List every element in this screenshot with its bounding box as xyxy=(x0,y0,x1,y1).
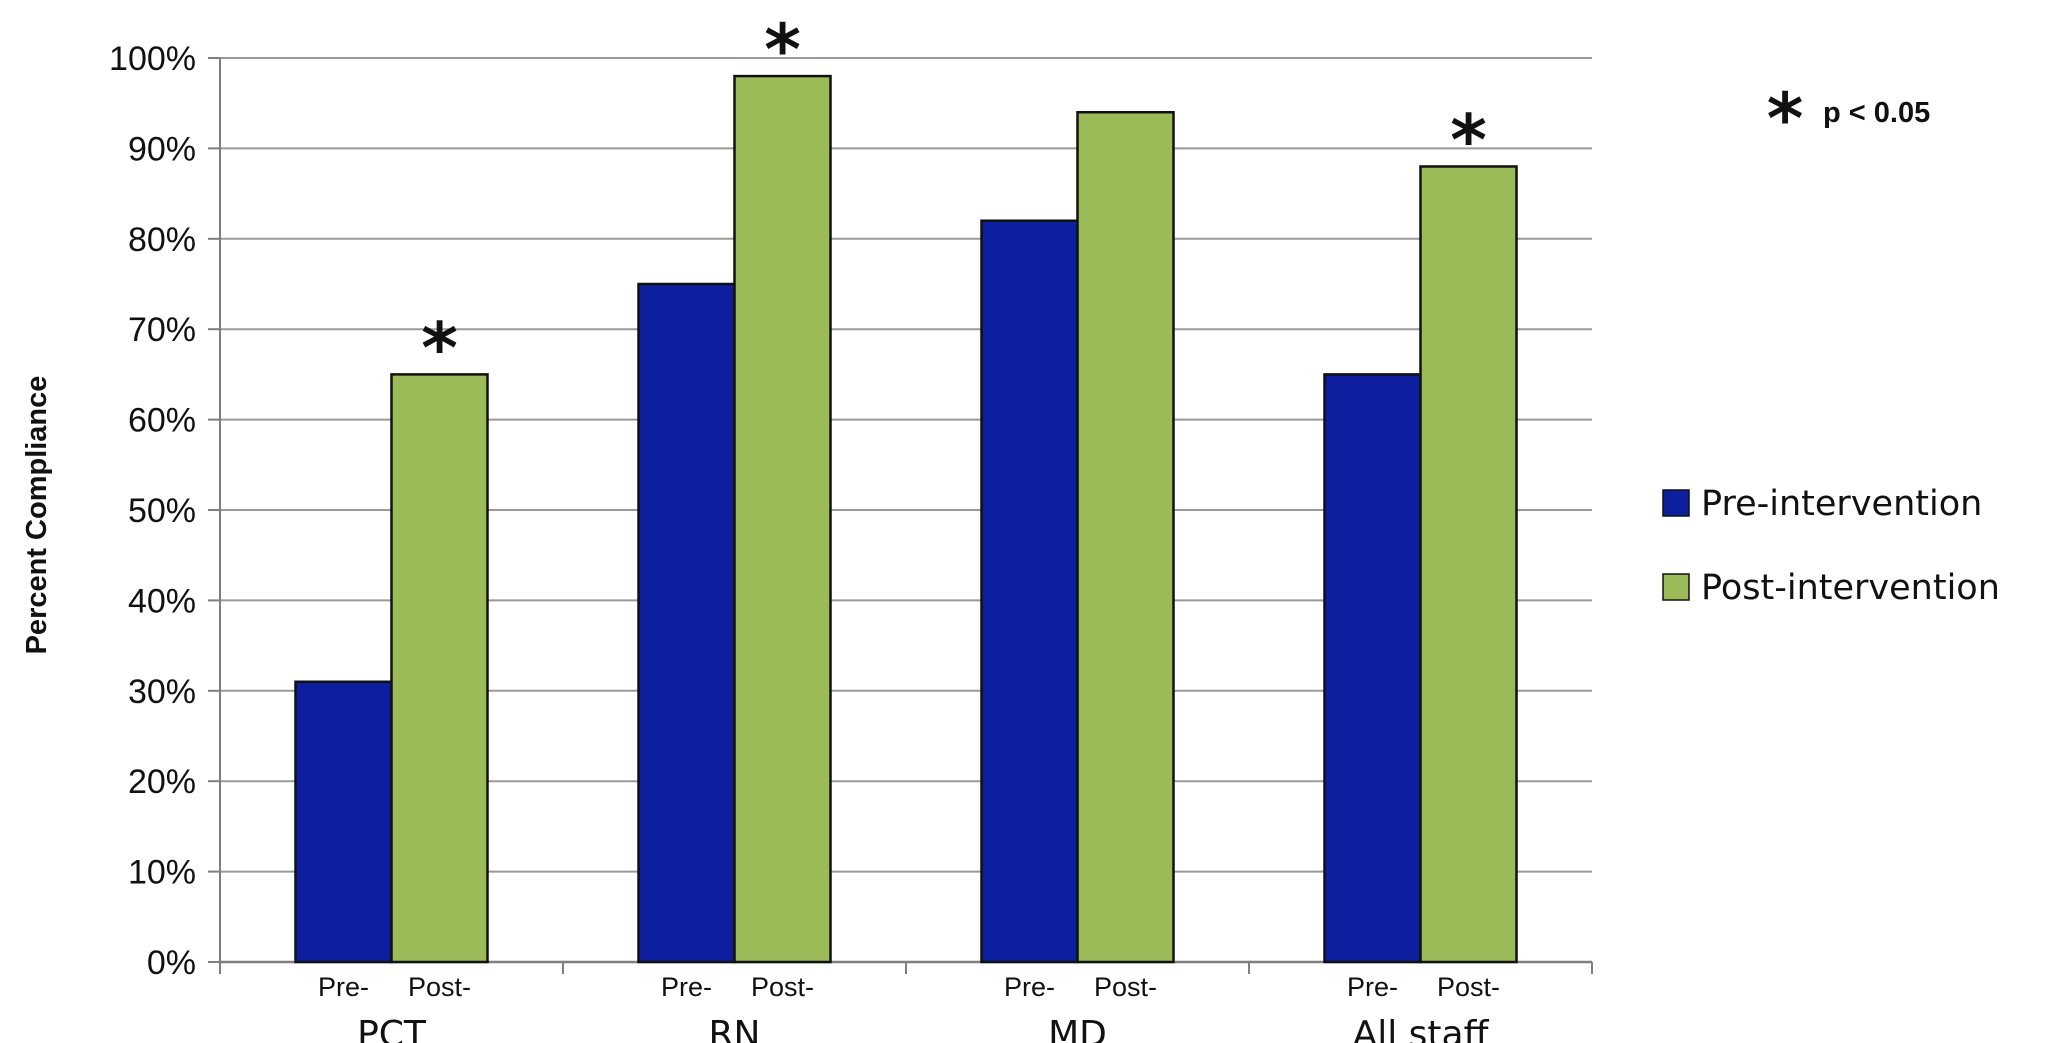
legend-label: Pre-intervention xyxy=(1701,484,1982,524)
bar-sublabel: Pre- xyxy=(1004,972,1055,1002)
x-axis: Pre- Post- PCT Pre- Post- RN Pre- Post- MD Pre- Po… xyxy=(219,962,1593,1043)
y-tick-label: 70% xyxy=(128,311,196,349)
y-tick-label: 30% xyxy=(128,673,196,711)
legend-swatch xyxy=(1662,489,1690,517)
bar-post xyxy=(390,373,489,964)
significance-note-marker: * xyxy=(1767,78,1804,160)
bar-sublabel: Pre- xyxy=(661,972,712,1002)
significance-note: * p < 0.05 xyxy=(1767,78,1931,160)
bar-post xyxy=(1419,165,1518,964)
significance-star: * xyxy=(764,9,801,91)
bar-sublabel: Post- xyxy=(408,972,471,1002)
legend: Pre-intervention Post-intervention xyxy=(1662,484,2000,608)
y-axis-title: Percent Compliance xyxy=(21,376,53,655)
bar-sublabel: Post- xyxy=(1437,972,1500,1002)
y-tick-label: 20% xyxy=(128,763,196,801)
significance-star: * xyxy=(421,307,458,389)
bar-sublabel: Post- xyxy=(1094,972,1157,1002)
bar-pre xyxy=(294,680,393,964)
bar-pre xyxy=(980,219,1079,964)
bar-sublabel: Pre- xyxy=(1347,972,1398,1002)
y-tick-label: 10% xyxy=(128,854,196,892)
bar-post xyxy=(1076,110,1175,964)
bar-pre xyxy=(1323,373,1422,964)
y-tick-label: 90% xyxy=(128,130,196,168)
y-tick-label: 0% xyxy=(147,944,196,982)
y-tick-label: 40% xyxy=(128,582,196,620)
y-tick-label: 50% xyxy=(128,492,196,530)
y-axis-ticks: 0% 10% 20% 30% 40% 50% 60% 70% 80% 90% 100% xyxy=(109,40,221,982)
bars: * * * xyxy=(294,9,1518,964)
y-tick-label: 100% xyxy=(109,40,196,78)
legend-swatch xyxy=(1662,573,1690,601)
x-category-label: RN xyxy=(709,1014,761,1043)
bar-sublabel: Post- xyxy=(751,972,814,1002)
bar-post xyxy=(733,74,832,964)
significance-note-text: p < 0.05 xyxy=(1823,97,1930,129)
x-category-label: MD xyxy=(1048,1014,1107,1043)
bar-sublabel: Pre- xyxy=(318,972,369,1002)
legend-label: Post-intervention xyxy=(1701,568,2000,608)
y-tick-label: 80% xyxy=(128,221,196,259)
x-category-label: PCT xyxy=(357,1014,427,1043)
bar-pre xyxy=(637,282,736,964)
significance-star: * xyxy=(1450,99,1487,181)
x-category-label: All staff xyxy=(1353,1014,1490,1043)
y-tick-label: 60% xyxy=(128,402,196,440)
